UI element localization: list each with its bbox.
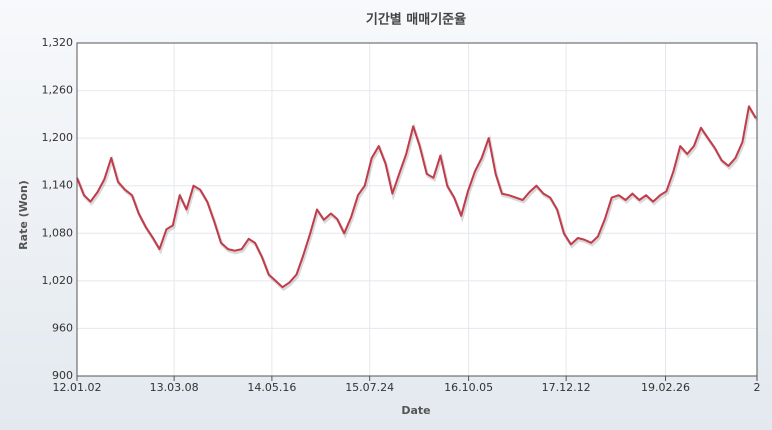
y-tick-label: 1,080 — [42, 226, 74, 239]
y-tick-label: 1,260 — [42, 84, 74, 97]
x-tick-label: 14.05.16 — [247, 381, 296, 394]
y-tick-label: 960 — [52, 321, 73, 334]
line — [76, 105, 757, 289]
x-tick-label: 13.03.08 — [150, 381, 199, 394]
marks — [76, 104, 759, 292]
x-tick-label: 17.12.12 — [542, 381, 591, 394]
chart-title: 기간별 매매기준율 — [366, 12, 466, 28]
y-axis-label: Rate (Won) — [17, 180, 30, 250]
x-tick-label: 2 — [754, 381, 761, 394]
x-tick-label: 15.07.24 — [345, 381, 394, 394]
y-tick-label: 1,200 — [42, 131, 74, 144]
y-tick-label: 1,320 — [42, 36, 74, 49]
x-tick-label: 12.01.02 — [53, 381, 102, 394]
plot-area — [77, 43, 757, 376]
y-tick-label: 900 — [52, 369, 73, 382]
x-tick-label: 19.02.26 — [641, 381, 690, 394]
y-tick-label: 1,020 — [42, 274, 74, 287]
x-axis-label: Date — [401, 404, 430, 417]
x-tick-label: 16.10.05 — [444, 381, 493, 394]
plot-border — [76, 42, 758, 377]
y-tick-label: 1,140 — [42, 179, 74, 192]
